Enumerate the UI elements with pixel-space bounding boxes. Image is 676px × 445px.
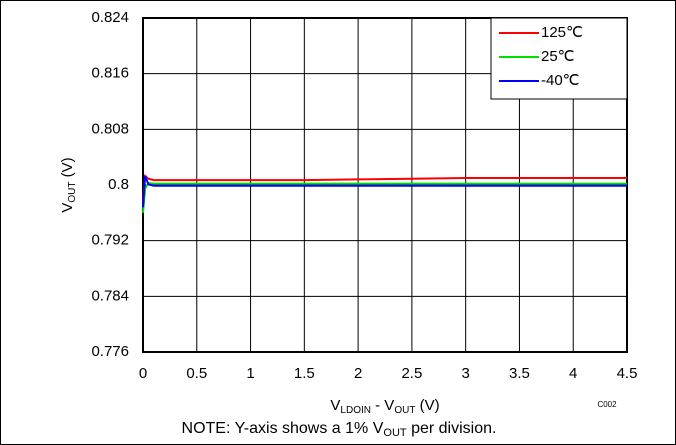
note-main: NOTE: Y-axis shows a 1% V [182,420,384,437]
y-tick-label: 0.8 [108,176,129,193]
x-label-rest: (V) [415,397,439,414]
note: NOTE: Y-axis shows a 1% VOUT per divisio… [182,420,497,439]
x-tick-label: 4.5 [617,365,638,382]
y-tick-label: 0.776 [91,343,129,360]
y-tick-label: 0.808 [91,120,129,137]
x-tick-label: 2 [354,365,362,382]
y-label-sub: OUT [67,182,78,203]
x-axis-label: VLDOIN - VOUT (V) [330,397,439,416]
x-tick-label: 1.5 [294,365,315,382]
x-tick-label: 0.5 [186,365,207,382]
y-label-rest: (V) [59,157,76,181]
x-tick-label: 3 [461,365,469,382]
x-label-mid: - V [371,397,394,414]
x-tick-label: 4 [569,365,577,382]
series-line [142,181,627,213]
legend-label: -40℃ [541,72,580,89]
x-tick-label: 2.5 [401,365,422,382]
note-sub: OUT [383,427,407,439]
legend-label: 25℃ [541,48,575,65]
figure-code: C002 [597,400,617,409]
x-tick-label: 3.5 [509,365,530,382]
x-tick-label: 0 [139,365,147,382]
x-label-main: V [330,397,340,414]
note-rest: per division. [407,420,497,437]
legend-box [490,17,628,100]
y-tick-label: 0.792 [91,232,129,249]
y-tick-label: 0.816 [91,65,129,82]
y-axis-label: VOUT (V) [59,157,78,212]
y-label-main: V [59,203,76,213]
x-tick-label: 1 [246,365,254,382]
y-tick-label: 0.784 [91,287,129,304]
y-tick-label: 0.824 [91,9,129,26]
legend-label: 125℃ [541,24,583,41]
series-line [142,173,627,203]
x-label-sub: OUT [394,405,415,416]
series-line [142,175,627,208]
x-label-sub: LDOIN [340,405,371,416]
